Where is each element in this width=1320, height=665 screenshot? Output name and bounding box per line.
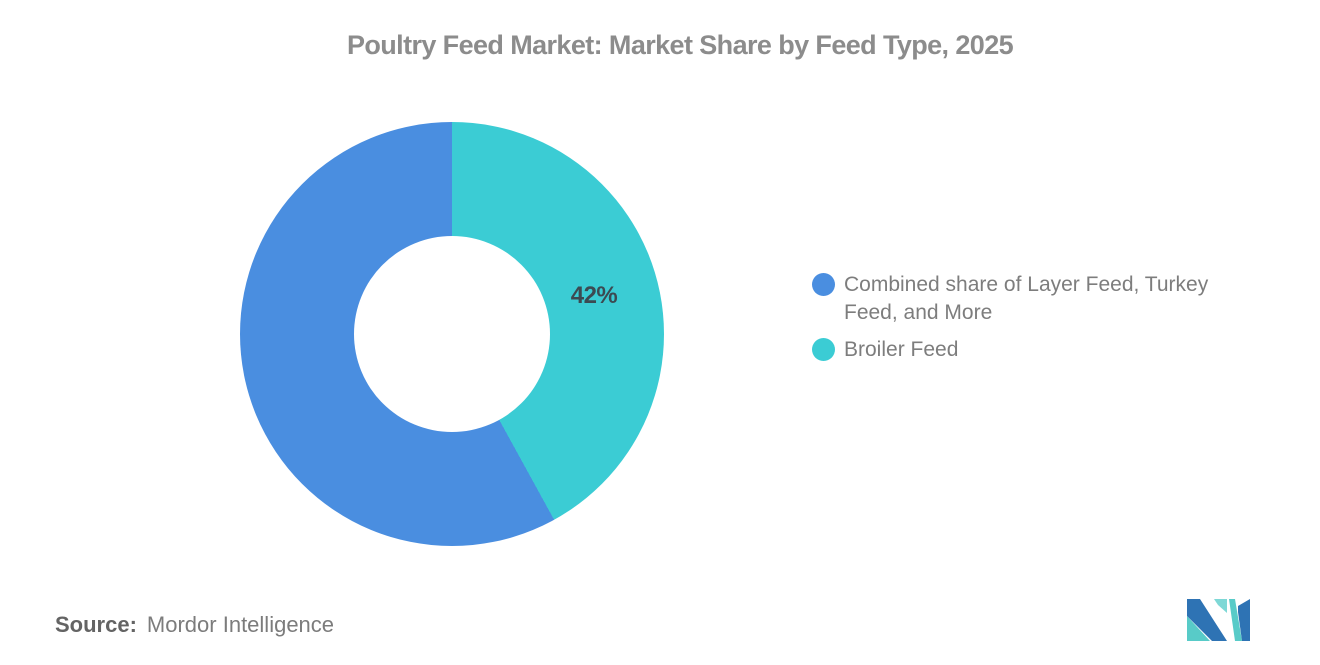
- donut-chart[interactable]: [240, 122, 664, 546]
- legend-dot-icon: [812, 273, 835, 296]
- chart-title: Poultry Feed Market: Market Share by Fee…: [346, 30, 1014, 60]
- source-label: Source:: [55, 612, 137, 637]
- mordor-intelligence-logo-icon: [1187, 599, 1250, 641]
- legend-item-label: Combined share of Layer Feed, Turkey Fee…: [844, 273, 1209, 324]
- source-name: Mordor Intelligence: [146, 612, 335, 637]
- legend: Combined share of Layer Feed, Turkey Fee…: [812, 271, 1236, 373]
- legend-item-label: Broiler Feed: [844, 338, 959, 361]
- broiler-feed-slice-label: 42%: [570, 282, 618, 309]
- source-line: Source: Mordor Intelligence: [55, 612, 334, 638]
- legend-item-combined-share[interactable]: Combined share of Layer Feed, Turkey Fee…: [812, 271, 1236, 327]
- legend-dot-icon: [812, 338, 835, 361]
- legend-item-broiler-feed[interactable]: Broiler Feed: [812, 336, 1236, 364]
